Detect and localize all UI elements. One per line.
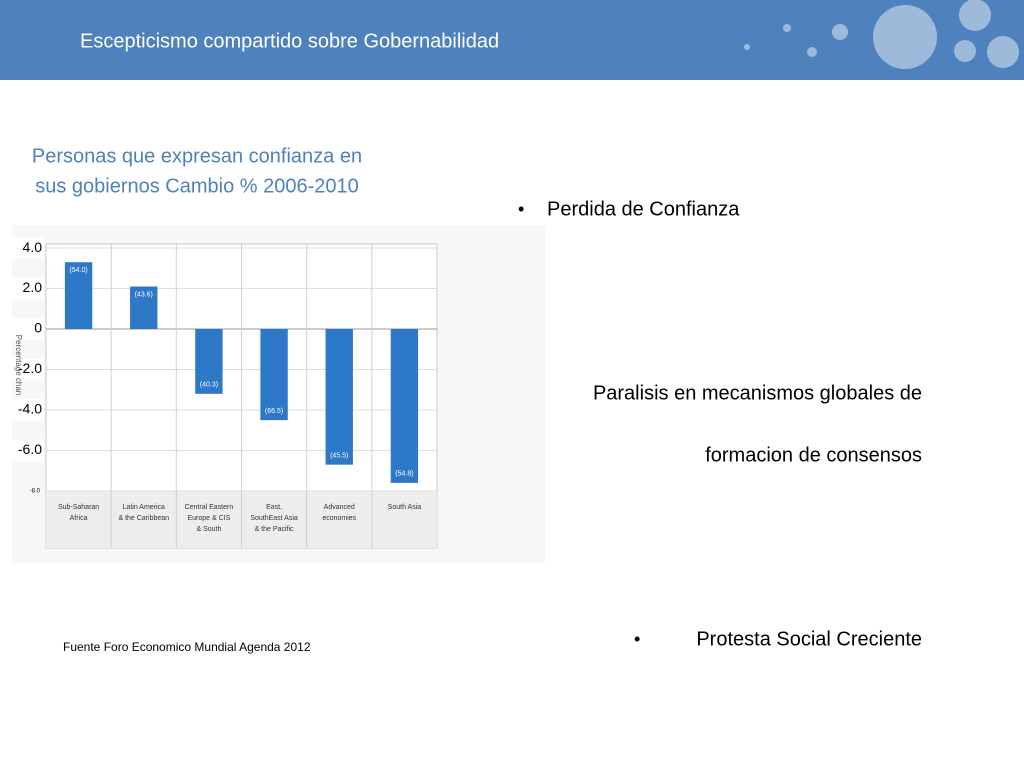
bullet: Protesta Social Creciente: [696, 628, 922, 650]
x-tick-label: Sub-Saharan: [58, 504, 99, 511]
y-tick-label: -6.0: [18, 441, 42, 457]
chart: 4.0 2.0 0 -2.0 -4.0 -6.0 -8.0 Sub-Saharan Africa…: [8, 237, 437, 548]
bullet-dot: •: [518, 199, 524, 219]
bar-annotation: (40.3): [200, 382, 218, 389]
bullet-dot: •: [634, 629, 640, 649]
x-tick-label: economies: [322, 515, 356, 522]
slide-title: Escepticismo compartido sobre Gobernabil…: [80, 30, 499, 52]
tick-box: [8, 318, 44, 341]
x-tick-label: Europe & CIS: [188, 515, 231, 522]
x-tick-label: Africa: [70, 515, 88, 522]
bar: [325, 329, 353, 465]
y-tick-label: 0: [34, 320, 42, 336]
bar: [390, 329, 419, 483]
bullet: Paralisis en mecanismos globales de: [593, 382, 922, 404]
chart-title: sus gobiernos Cambio % 2006-2010: [35, 175, 359, 197]
bar: [195, 329, 223, 394]
y-tick-label: 2.0: [23, 279, 43, 295]
tick-box: [8, 399, 44, 422]
x-tick-label: & South: [196, 526, 221, 533]
y-tick-label: -2.0: [18, 360, 42, 376]
bar-annotation: (66.5): [265, 408, 283, 415]
chart-title: Personas que expresan confianza en: [32, 145, 362, 167]
bullet: formacion de consensos: [705, 444, 922, 466]
y-tick-label: -8.0: [30, 489, 41, 495]
tick-box: [8, 237, 44, 260]
source: Fuente Foro Economico Mundial Agenda 201…: [63, 640, 311, 654]
x-tick-label: & the Caribbean: [118, 515, 169, 522]
y-tick-label: -4.0: [18, 401, 42, 417]
bullet: Perdida de Confianza: [547, 198, 740, 220]
x-tick-label: South Asia: [388, 504, 422, 511]
x-tick-label: Central Eastern: [185, 504, 234, 511]
bar-annotation: (43.6): [135, 291, 153, 298]
x-tick-label: & the Pacific: [255, 526, 294, 533]
tick-box: [8, 277, 44, 300]
bar: [130, 286, 158, 330]
header-bar: [0, 0, 1024, 80]
x-tick-label: East,: [266, 504, 282, 511]
tick-box: [8, 358, 44, 381]
bar: [64, 262, 93, 330]
x-tick-label: Latin America: [123, 504, 166, 511]
bar: [260, 329, 288, 421]
bar-annotation: (54.0): [69, 267, 87, 274]
tick-box: [8, 439, 44, 462]
bar-annotation: (45.5): [330, 453, 348, 460]
x-tick-label: Advanced: [324, 504, 355, 511]
bar-annotation: (54.8): [395, 471, 413, 478]
decoration: [744, 0, 1019, 69]
y-axis-label: Percentage chan: [14, 335, 23, 396]
y-tick-label: 4.0: [23, 239, 43, 255]
x-tick-label: SouthEast Asia: [250, 515, 298, 522]
